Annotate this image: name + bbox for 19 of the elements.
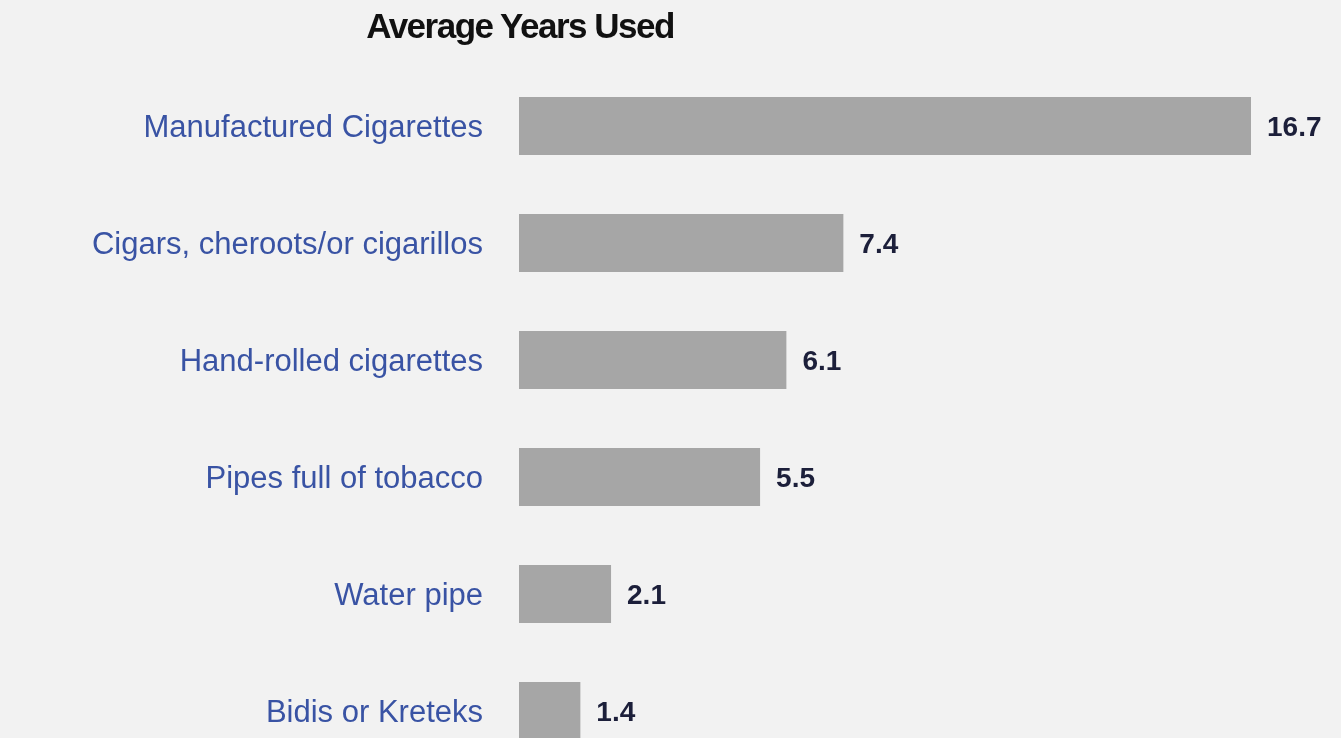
data-label: 2.1: [627, 578, 666, 610]
bar: [519, 448, 761, 506]
chart-title: Average Years Used: [365, 6, 675, 46]
y-tick-label: Water pipe: [334, 576, 483, 612]
bar: [519, 565, 612, 623]
bar: [519, 331, 787, 389]
y-tick-label: Cigars, cheroots/or cigarillos: [91, 225, 483, 261]
bar: [519, 97, 1251, 155]
bar: [519, 214, 844, 272]
bar: [519, 682, 581, 738]
data-label: 7.4: [859, 227, 899, 259]
data-label: 5.5: [776, 461, 816, 493]
data-label: 6.1: [802, 344, 842, 376]
y-tick-label: Hand-rolled cigarettes: [179, 342, 483, 378]
data-label: 16.7: [1267, 110, 1322, 142]
y-tick-label: Pipes full of tobacco: [205, 459, 483, 495]
y-tick-label: Bidis or Kreteks: [265, 693, 483, 729]
data-label: 1.4: [596, 695, 636, 727]
y-tick-label: Manufactured Cigarettes: [143, 108, 483, 144]
